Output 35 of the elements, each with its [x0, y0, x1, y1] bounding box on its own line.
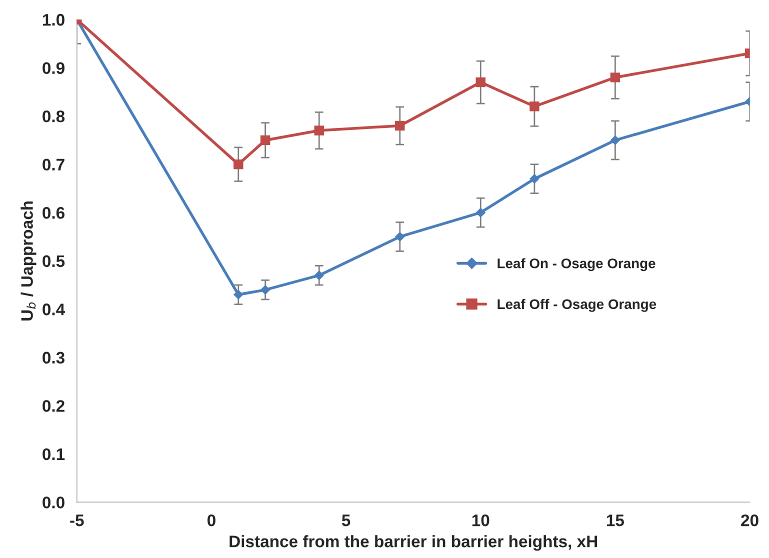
y-tick-label: 0.2	[42, 400, 64, 412]
y-tick-label: 0.4	[42, 304, 66, 316]
point	[530, 174, 540, 184]
x-axis-title: Distance from the barrier in barrier heights, xH	[230, 535, 597, 551]
legend-label: Leaf On - Osage Orange	[498, 258, 656, 272]
point	[530, 102, 540, 112]
point	[314, 270, 324, 280]
y-tick-label: 0.0	[42, 496, 64, 508]
x-tick-label: 15	[606, 514, 624, 526]
point	[260, 284, 270, 295]
point	[314, 126, 324, 136]
legend-label: Leaf Off - Osage Orange	[498, 298, 656, 312]
point	[476, 208, 486, 218]
y-tick-label: 0.8	[42, 110, 65, 122]
x-tick-label: 10	[472, 514, 490, 526]
x-tick-label: 20	[741, 514, 758, 526]
y-tick-label: 0.5	[42, 255, 65, 268]
point	[394, 232, 405, 242]
y-tick-label: 0.7	[42, 158, 64, 171]
y-tick-label: 0.3	[42, 352, 64, 364]
y-tick-label: 1.0	[42, 14, 64, 26]
point	[233, 290, 244, 300]
y-tick-label: 0.1	[42, 448, 65, 460]
y-axis-title: U$_{b}$ / Uapproach	[20, 201, 36, 320]
point	[610, 72, 620, 82]
point	[234, 159, 244, 170]
y-tick-label: 0.9	[42, 62, 64, 74]
point	[395, 120, 405, 131]
x-tick-label: -5	[70, 514, 84, 526]
x-tick-label: 5	[342, 514, 350, 526]
y-tick-label: 0.6	[42, 207, 64, 219]
x-tick-label: 0	[208, 514, 216, 526]
point	[476, 77, 486, 88]
point	[260, 135, 270, 146]
point	[610, 135, 620, 146]
